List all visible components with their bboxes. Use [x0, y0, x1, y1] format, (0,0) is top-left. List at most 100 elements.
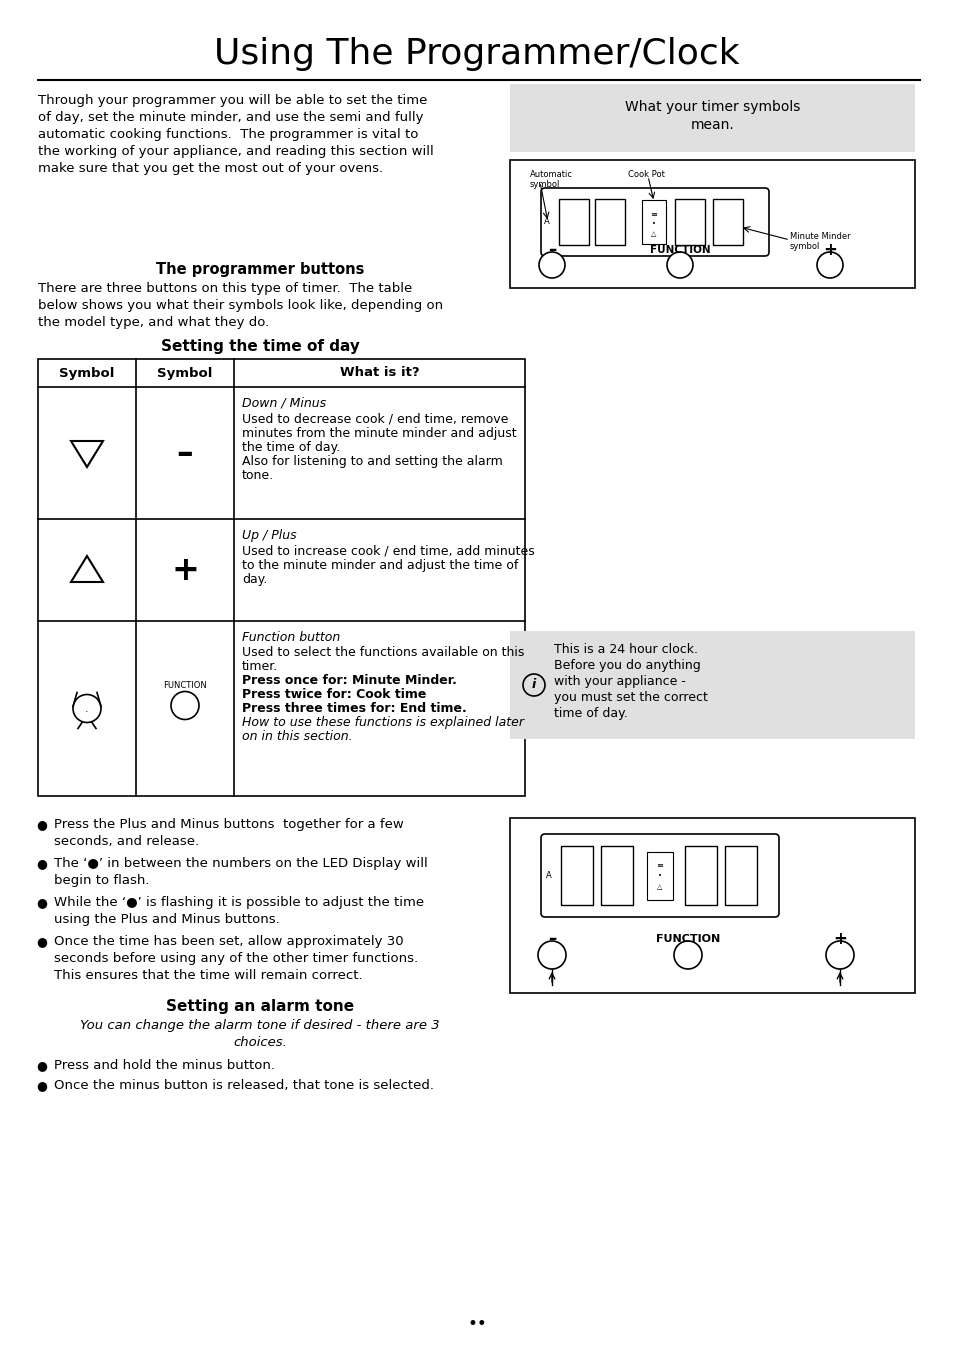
Text: choices.: choices.	[233, 1036, 287, 1049]
Text: FUNCTION: FUNCTION	[655, 934, 720, 944]
Text: Used to select the functions available on this: Used to select the functions available o…	[242, 646, 524, 658]
Text: using the Plus and Minus buttons.: using the Plus and Minus buttons.	[54, 913, 279, 926]
Text: Press twice for: Cook time: Press twice for: Cook time	[242, 688, 426, 700]
Text: The programmer buttons: The programmer buttons	[155, 262, 364, 277]
Text: ●: ●	[36, 1059, 48, 1072]
Text: Symbol: Symbol	[59, 366, 114, 380]
Text: ●: ●	[36, 936, 48, 948]
Text: Press and hold the minus button.: Press and hold the minus button.	[54, 1059, 274, 1072]
Text: of day, set the minute minder, and use the semi and fully: of day, set the minute minder, and use t…	[38, 111, 423, 124]
Text: seconds before using any of the other timer functions.: seconds before using any of the other ti…	[54, 952, 417, 965]
Text: This ensures that the time will remain correct.: This ensures that the time will remain c…	[54, 969, 362, 982]
Text: +: +	[832, 930, 846, 948]
Text: make sure that you get the most out of your ovens.: make sure that you get the most out of y…	[38, 162, 383, 174]
Bar	[510, 631, 914, 740]
Text: Function button: Function button	[242, 631, 340, 644]
Text: ≡: ≡	[650, 210, 657, 219]
Text: Symbol: Symbol	[157, 366, 213, 380]
Bar	[641, 200, 665, 243]
Bar	[38, 360, 524, 796]
Text: the model type, and what they do.: the model type, and what they do.	[38, 316, 269, 329]
Text: minutes from the minute minder and adjust: minutes from the minute minder and adjus…	[242, 427, 517, 439]
Text: Up / Plus: Up / Plus	[242, 529, 296, 542]
Bar	[595, 199, 624, 245]
Text: ••: ••	[467, 1315, 486, 1333]
Text: with your appliance -: with your appliance -	[554, 675, 685, 688]
Text: time of day.: time of day.	[554, 707, 627, 721]
Text: •: •	[651, 220, 656, 227]
Circle shape	[538, 251, 564, 279]
Circle shape	[825, 941, 853, 969]
Text: The ‘●’ in between the numbers on the LED Display will: The ‘●’ in between the numbers on the LE…	[54, 857, 427, 869]
Text: Once the minus button is released, that tone is selected.: Once the minus button is released, that …	[54, 1079, 434, 1092]
Text: Minute Minder
symbol: Minute Minder symbol	[789, 233, 850, 251]
Text: Also for listening to and setting the alarm: Also for listening to and setting the al…	[242, 456, 502, 468]
Text: What is it?: What is it?	[339, 366, 419, 380]
Text: seconds, and release.: seconds, and release.	[54, 836, 199, 848]
Circle shape	[673, 941, 701, 969]
Text: You can change the alarm tone if desired - there are 3: You can change the alarm tone if desired…	[80, 1019, 439, 1032]
FancyBboxPatch shape	[540, 188, 768, 256]
Text: ●: ●	[36, 857, 48, 869]
Bar	[560, 846, 593, 904]
Bar	[510, 160, 914, 288]
Text: mean.: mean.	[690, 118, 734, 132]
Text: Once the time has been set, allow approximately 30: Once the time has been set, allow approx…	[54, 936, 403, 948]
Text: There are three buttons on this type of timer.  The table: There are three buttons on this type of …	[38, 283, 412, 295]
Text: Setting the time of day: Setting the time of day	[160, 339, 359, 354]
Text: Before you do anything: Before you do anything	[554, 658, 700, 672]
Text: What your timer symbols: What your timer symbols	[624, 100, 800, 114]
Text: Press three times for: End time.: Press three times for: End time.	[242, 702, 466, 715]
Text: –: –	[547, 241, 556, 260]
Text: +: +	[171, 553, 199, 587]
Text: i: i	[532, 679, 536, 691]
Text: –: –	[176, 437, 193, 469]
Text: △: △	[651, 231, 656, 237]
Text: on in this section.: on in this section.	[242, 730, 353, 744]
Text: timer.: timer.	[242, 660, 278, 673]
Text: Cook Pot: Cook Pot	[627, 170, 664, 178]
Text: ≡: ≡	[656, 861, 662, 869]
Bar	[675, 199, 704, 245]
Bar	[684, 846, 717, 904]
Bar	[712, 199, 742, 245]
Circle shape	[537, 941, 565, 969]
Text: Used to increase cook / end time, add minutes: Used to increase cook / end time, add mi…	[242, 545, 535, 558]
Bar	[558, 199, 588, 245]
Text: –: –	[547, 930, 556, 948]
Bar	[600, 846, 633, 904]
Text: the time of day.: the time of day.	[242, 441, 340, 454]
FancyBboxPatch shape	[540, 834, 779, 917]
Text: FUNCTION: FUNCTION	[163, 681, 207, 690]
Text: ●: ●	[36, 896, 48, 909]
Text: Down / Minus: Down / Minus	[242, 397, 326, 410]
Text: Setting an alarm tone: Setting an alarm tone	[166, 999, 354, 1014]
Text: the working of your appliance, and reading this section will: the working of your appliance, and readi…	[38, 145, 434, 158]
Text: Used to decrease cook / end time, remove: Used to decrease cook / end time, remove	[242, 412, 508, 426]
Text: Automatic
symbol: Automatic symbol	[530, 170, 573, 189]
Bar	[510, 818, 914, 992]
Text: While the ‘●’ is flashing it is possible to adjust the time: While the ‘●’ is flashing it is possible…	[54, 896, 424, 909]
Text: +: +	[822, 241, 836, 260]
Text: A: A	[543, 218, 549, 227]
Text: .: .	[85, 703, 89, 714]
Text: you must set the correct: you must set the correct	[554, 691, 707, 704]
Text: This is a 24 hour clock.: This is a 24 hour clock.	[554, 644, 698, 656]
Circle shape	[666, 251, 692, 279]
Text: A: A	[545, 871, 551, 880]
Bar	[724, 846, 757, 904]
Text: ●: ●	[36, 1079, 48, 1092]
Text: Using The Programmer/Clock: Using The Programmer/Clock	[214, 37, 739, 72]
Text: ●: ●	[36, 818, 48, 831]
Text: How to use these functions is explained later: How to use these functions is explained …	[242, 717, 523, 729]
Text: below shows you what their symbols look like, depending on: below shows you what their symbols look …	[38, 299, 442, 312]
Text: Press once for: Minute Minder.: Press once for: Minute Minder.	[242, 675, 456, 687]
Text: to the minute minder and adjust the time of: to the minute minder and adjust the time…	[242, 558, 517, 572]
Text: day.: day.	[242, 573, 267, 585]
Bar	[510, 84, 914, 151]
Bar	[646, 852, 672, 899]
Text: •: •	[658, 873, 661, 880]
Text: △: △	[657, 884, 662, 891]
Circle shape	[816, 251, 842, 279]
Text: begin to flash.: begin to flash.	[54, 873, 150, 887]
